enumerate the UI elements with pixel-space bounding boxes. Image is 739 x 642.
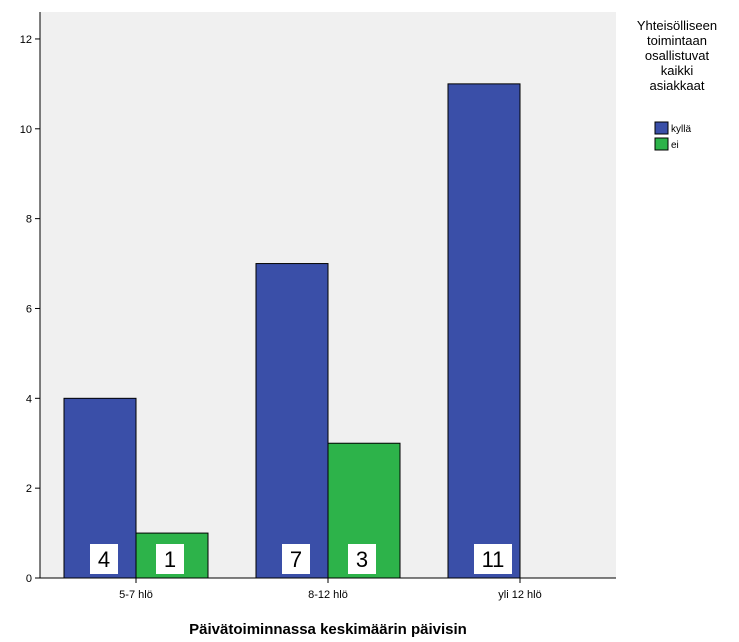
bars-layer	[63, 83, 521, 579]
data-labels-layer: 4 1 7 3 11	[90, 544, 512, 574]
legend: Yhteisölliseentoimintaanosallistuvatkaik…	[637, 18, 717, 151]
data-label-box	[90, 544, 118, 574]
legend-label-kyllä: kyllä	[671, 124, 691, 135]
data-label-box	[282, 544, 310, 574]
axes-layer: 0 2 4 6 8 10 12 5-7 hlö 8-12 hlö yli 12 hlö	[20, 12, 616, 601]
legend-swatch-kyllä	[654, 121, 669, 135]
data-label: 4	[98, 547, 110, 572]
data-label: 7	[290, 547, 302, 572]
bar-kyllä-1	[255, 263, 329, 579]
y-tick-label: 10	[20, 124, 32, 136]
x-tick-label: 8-12 hlö	[308, 589, 348, 601]
y-tick-label: 8	[26, 214, 32, 226]
legend-title-line: toimintaan	[647, 33, 707, 48]
y-tick-label: 4	[26, 393, 32, 405]
legend-title-line: kaikki	[661, 63, 694, 78]
y-tick-label: 2	[26, 483, 32, 495]
data-label-box	[348, 544, 376, 574]
bar-kyllä-2	[447, 83, 521, 579]
y-tick-label: 12	[20, 34, 32, 46]
y-tick-label: 6	[26, 303, 32, 315]
x-tick-label: yli 12 hlö	[498, 589, 541, 601]
legend-title-line: Yhteisölliseen	[637, 18, 717, 33]
legend-swatch-ei	[654, 137, 669, 151]
data-label: 1	[164, 547, 176, 572]
x-axis-title: Päivätoiminnassa keskimäärin päivisin	[189, 621, 467, 638]
data-label-box	[156, 544, 184, 574]
legend-label-ei: ei	[671, 140, 679, 151]
x-tick-label: 5-7 hlö	[119, 589, 153, 601]
data-label: 11	[482, 547, 505, 572]
legend-title-line: osallistuvat	[645, 48, 710, 63]
data-label: 3	[356, 547, 368, 572]
legend-title-line: asiakkaat	[650, 78, 705, 93]
y-tick-label: 0	[26, 573, 32, 585]
data-label-box	[474, 544, 512, 574]
